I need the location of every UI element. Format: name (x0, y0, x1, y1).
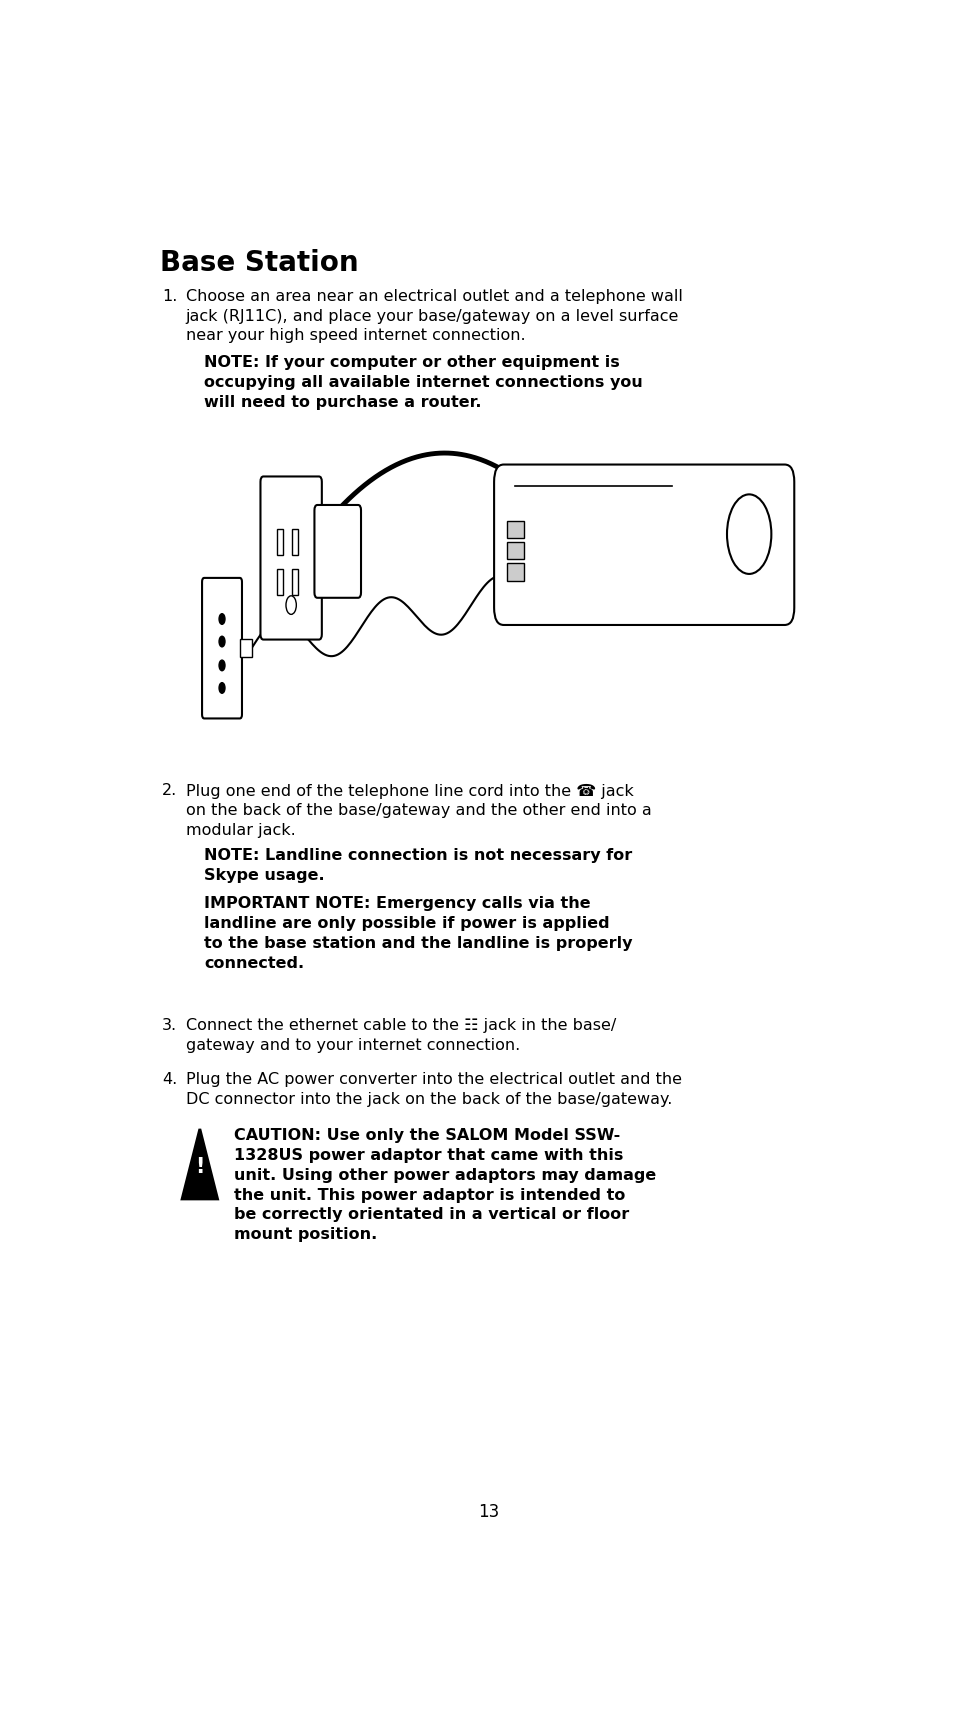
Text: !: ! (195, 1157, 204, 1176)
Text: Connect the ethernet cable to the ☷ jack in the base/
gateway and to your intern: Connect the ethernet cable to the ☷ jack… (186, 1018, 616, 1052)
Bar (507, 520, 523, 537)
Bar (507, 542, 523, 560)
Circle shape (219, 682, 225, 694)
Circle shape (219, 660, 225, 672)
Text: IMPORTANT NOTE: Emergency calls via the
landline are only possible if power is a: IMPORTANT NOTE: Emergency calls via the … (204, 895, 632, 971)
Text: CAUTION: Use only the SALOM Model SSW-
1328US power adaptor that came with this
: CAUTION: Use only the SALOM Model SSW- 1… (233, 1128, 656, 1242)
FancyBboxPatch shape (260, 477, 321, 639)
Text: Plug the AC power converter into the electrical outlet and the
DC connector into: Plug the AC power converter into the ele… (186, 1073, 681, 1107)
Text: Base Station: Base Station (160, 250, 358, 277)
FancyBboxPatch shape (494, 465, 794, 625)
Text: NOTE: If your computer or other equipment is
occupying all available internet co: NOTE: If your computer or other equipmen… (204, 355, 642, 410)
Text: NOTE: Landline connection is not necessary for
Skype usage.: NOTE: Landline connection is not necessa… (204, 849, 632, 883)
Text: Plug one end of the telephone line cord into the ☎ jack
on the back of the base/: Plug one end of the telephone line cord … (186, 784, 651, 839)
Text: 1.: 1. (162, 289, 177, 303)
Circle shape (219, 635, 225, 647)
Text: Choose an area near an electrical outlet and a telephone wall
jack (RJ11C), and : Choose an area near an electrical outlet… (186, 289, 682, 343)
Text: 3.: 3. (162, 1018, 177, 1033)
Circle shape (726, 494, 771, 573)
Bar (276, 568, 283, 596)
Bar (239, 639, 252, 658)
FancyBboxPatch shape (202, 579, 242, 718)
FancyBboxPatch shape (314, 505, 360, 598)
Circle shape (286, 596, 296, 615)
Text: 2.: 2. (162, 784, 177, 799)
Bar (276, 529, 283, 556)
Text: 13: 13 (477, 1503, 499, 1522)
Text: 4.: 4. (162, 1073, 177, 1088)
Bar (292, 568, 298, 596)
Polygon shape (182, 1130, 217, 1199)
Circle shape (219, 613, 225, 625)
Bar (507, 563, 523, 580)
Bar (292, 529, 298, 556)
